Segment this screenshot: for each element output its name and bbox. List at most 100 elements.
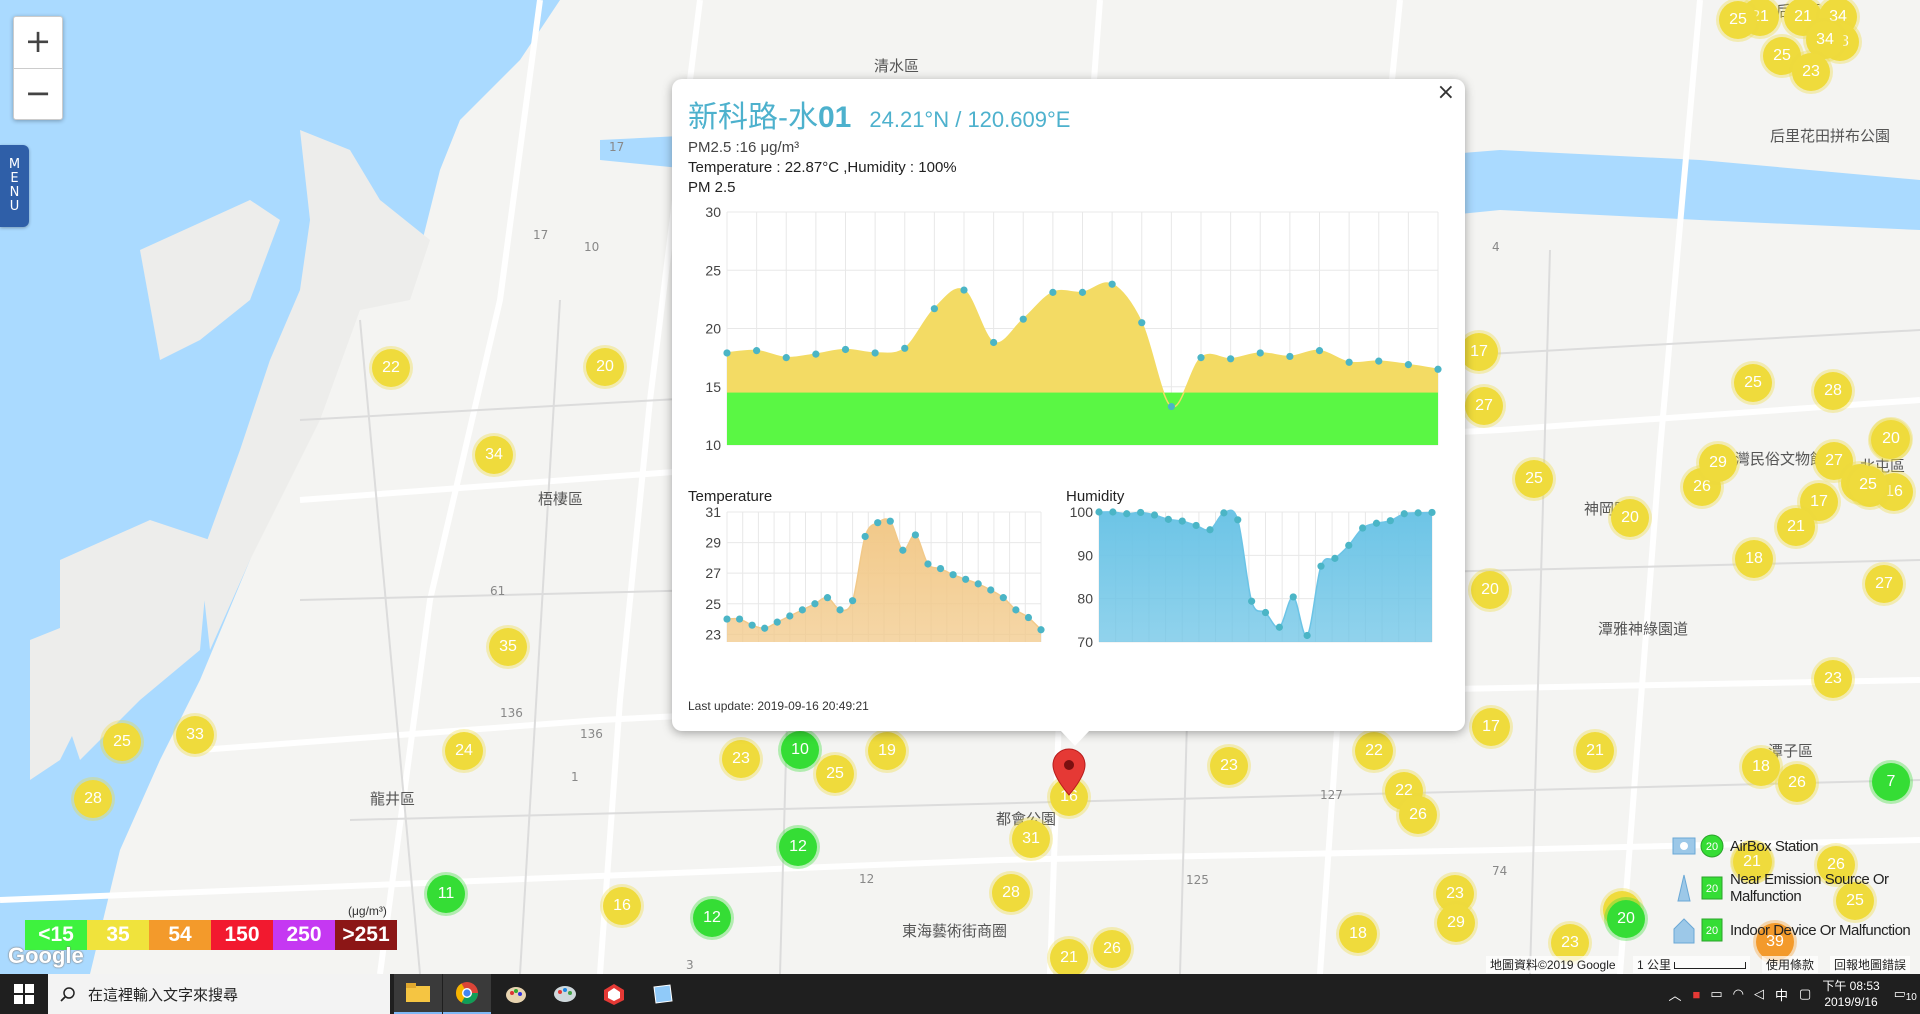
data-point bbox=[990, 338, 998, 347]
document-app-icon[interactable] bbox=[639, 974, 687, 1014]
sensor-marker[interactable]: 21 bbox=[1777, 508, 1815, 546]
sensor-marker[interactable]: 7 bbox=[1872, 763, 1910, 801]
sensor-marker[interactable]: 18 bbox=[1742, 748, 1780, 786]
sensor-marker[interactable]: 28 bbox=[992, 874, 1030, 912]
chrome-icon[interactable] bbox=[443, 974, 491, 1014]
sensor-marker[interactable]: 25 bbox=[1763, 37, 1801, 75]
volume-icon[interactable]: ◁ bbox=[1754, 986, 1765, 1001]
paint-palette-icon[interactable] bbox=[541, 974, 589, 1014]
y-tick-label: 31 bbox=[705, 507, 721, 520]
route-label: 74 bbox=[1492, 864, 1508, 878]
x-tick-label: 20 bbox=[719, 452, 735, 455]
sensor-marker[interactable]: 31 bbox=[1012, 820, 1050, 858]
district-label: 潭子區 bbox=[1768, 742, 1814, 760]
sensor-marker[interactable]: 24 bbox=[445, 732, 483, 770]
sensor-marker[interactable]: 12 bbox=[693, 899, 731, 937]
sensor-marker[interactable]: 17 bbox=[1472, 708, 1510, 746]
data-point bbox=[871, 349, 879, 357]
sensor-marker[interactable]: 26 bbox=[1399, 796, 1437, 834]
last-update: Last update: 2019-09-16 20:49:21 bbox=[688, 699, 869, 713]
paint-app-icon[interactable] bbox=[492, 974, 540, 1014]
sensor-marker[interactable]: 35 bbox=[489, 628, 527, 666]
sensor-marker[interactable]: 20 bbox=[586, 348, 624, 386]
sensor-marker[interactable]: 39 bbox=[1756, 923, 1794, 961]
sensor-marker[interactable]: 26 bbox=[1093, 930, 1131, 968]
sensor-marker[interactable]: 22 bbox=[1355, 732, 1393, 770]
data-point bbox=[812, 350, 820, 358]
sensor-marker[interactable]: 20 bbox=[1611, 499, 1649, 537]
sensor-marker[interactable]: 23 bbox=[1814, 660, 1852, 698]
battery-icon[interactable]: ▭ bbox=[1710, 986, 1723, 1001]
data-point bbox=[1206, 526, 1214, 534]
sensor-marker[interactable]: 18 bbox=[1339, 915, 1377, 953]
data-point bbox=[811, 600, 819, 608]
menu-letter: E bbox=[10, 171, 19, 186]
input-mode-icon[interactable]: ▢ bbox=[1799, 986, 1812, 1001]
ime-indicator[interactable]: 中 bbox=[1775, 987, 1789, 1003]
sensor-marker[interactable]: 25 bbox=[1849, 466, 1887, 504]
sensor-marker[interactable]: 29 bbox=[1437, 904, 1475, 942]
sensor-marker[interactable]: 34 bbox=[1806, 21, 1844, 59]
data-point bbox=[748, 621, 756, 629]
security-icon[interactable]: ■ bbox=[1692, 986, 1701, 1002]
sensor-marker[interactable]: 25 bbox=[1836, 882, 1874, 920]
sensor-marker[interactable]: 33 bbox=[176, 716, 214, 754]
sensor-marker[interactable]: 12 bbox=[779, 828, 817, 866]
sensor-marker[interactable]: 25 bbox=[1515, 460, 1553, 498]
sensor-marker[interactable]: 21 bbox=[1733, 843, 1771, 881]
close-icon[interactable]: × bbox=[1436, 80, 1455, 105]
route-label: 3 bbox=[686, 958, 694, 972]
sensor-marker[interactable]: 27 bbox=[1865, 565, 1903, 603]
notification-center-icon[interactable]: ▭ 10 bbox=[1893, 986, 1919, 1003]
zoom-in-button[interactable]: + bbox=[24, 22, 52, 60]
terms-link[interactable]: 使用條款 bbox=[1762, 956, 1819, 973]
sensor-marker[interactable]: 16 bbox=[603, 887, 641, 925]
sensor-marker[interactable]: 11 bbox=[427, 875, 465, 913]
sensor-marker[interactable]: 21 bbox=[1576, 732, 1614, 770]
scale-level: 150 bbox=[211, 920, 273, 950]
sensor-marker[interactable]: 17 bbox=[1460, 333, 1498, 371]
sensor-marker[interactable]: 26 bbox=[1817, 846, 1855, 884]
menu-letter: N bbox=[9, 185, 20, 200]
sensor-marker[interactable]: 20 bbox=[1607, 900, 1645, 938]
sensor-marker[interactable]: 17 bbox=[1800, 483, 1838, 521]
sensor-marker[interactable]: 10 bbox=[781, 731, 819, 769]
sensor-marker[interactable]: 20 bbox=[1471, 571, 1509, 609]
wifi-icon[interactable]: ◠ bbox=[1732, 986, 1745, 1001]
taskbar-search-box[interactable]: 在這裡輸入文字來搜尋 bbox=[48, 974, 390, 1014]
zoom-out-button[interactable]: − bbox=[14, 68, 62, 120]
sensor-marker[interactable]: 23 bbox=[1792, 53, 1830, 91]
sensor-marker[interactable]: 23 bbox=[1551, 924, 1589, 962]
sensor-marker[interactable]: 22 bbox=[372, 349, 410, 387]
data-point bbox=[753, 347, 761, 355]
sensor-marker[interactable]: 23 bbox=[1210, 747, 1248, 785]
windows-start-icon[interactable] bbox=[14, 984, 34, 1007]
sensor-marker[interactable]: 21 bbox=[1050, 939, 1088, 974]
data-point bbox=[761, 624, 769, 632]
sensor-marker[interactable]: 19 bbox=[868, 732, 906, 770]
sketchup-icon[interactable] bbox=[590, 974, 638, 1014]
report-map-error-link[interactable]: 回報地圖錯誤 bbox=[1830, 956, 1911, 973]
sensor-marker[interactable]: 20 bbox=[1872, 420, 1910, 458]
sensor-marker[interactable]: 23 bbox=[722, 740, 760, 778]
sensor-marker[interactable]: 26 bbox=[1778, 764, 1816, 802]
clock[interactable]: 下午 08:53 2019/9/16 bbox=[1822, 978, 1879, 1010]
sensor-marker[interactable]: 25 bbox=[816, 755, 854, 793]
map-area[interactable]: 清水區 梧棲區 龍井區 后里區 神岡區 都會公園 東海藝術街商圈 后里花田拼布公… bbox=[0, 0, 1920, 974]
sensor-marker[interactable]: 25 bbox=[1734, 364, 1772, 402]
sensor-marker[interactable]: 29 bbox=[1699, 444, 1737, 482]
sensor-marker[interactable]: 28 bbox=[1814, 372, 1852, 410]
chevron-up-icon[interactable]: ︿ bbox=[1668, 987, 1682, 1003]
file-explorer-icon[interactable] bbox=[394, 974, 442, 1014]
location-pin-icon[interactable] bbox=[1052, 748, 1086, 796]
sensor-marker[interactable]: 27 bbox=[1815, 442, 1853, 480]
sensor-marker[interactable]: 18 bbox=[1735, 540, 1773, 578]
data-point bbox=[999, 594, 1007, 602]
sensor-marker[interactable]: 27 bbox=[1465, 387, 1503, 425]
sensor-marker[interactable]: 25 bbox=[1719, 1, 1757, 39]
sensor-marker[interactable]: 28 bbox=[74, 780, 112, 818]
sensor-marker[interactable]: 34 bbox=[475, 436, 513, 474]
google-logo: Google bbox=[8, 943, 84, 968]
sensor-marker[interactable]: 25 bbox=[103, 723, 141, 761]
